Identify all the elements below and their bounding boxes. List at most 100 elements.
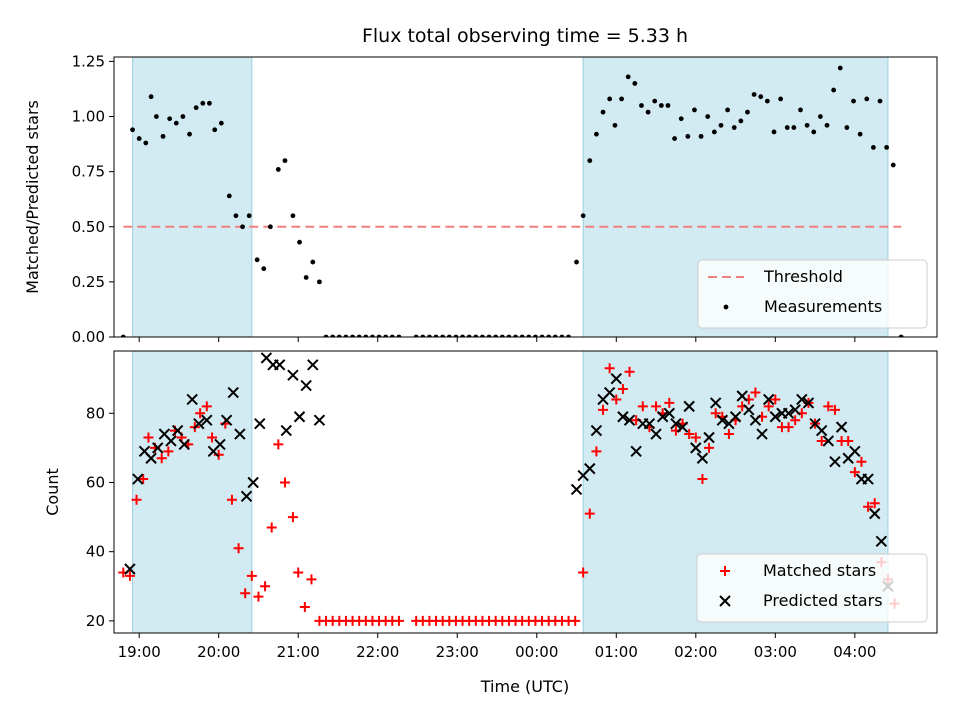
observing-interval-shade [132,56,253,338]
matched-star-point [213,449,224,460]
matched-star-point [651,401,662,412]
measurement-point [120,334,126,337]
measurement-point [193,105,199,111]
top-panel-ratio: 0.00 0.25 0.50 0.75 1.00 1.25 Matched/Predicte… [23,52,938,346]
measurement-point [725,107,731,113]
matched-star-point [226,494,237,505]
measurement-point [864,96,870,102]
predicted-star-point [829,456,841,468]
measurement-point [356,334,362,337]
measurement-point [798,107,803,113]
matched-star-point [637,401,648,412]
measurement-point [310,259,316,265]
predicted-star-point [145,452,157,464]
measurement-point [143,140,149,146]
measurement-point [685,133,691,139]
predicted-star-point [683,400,695,413]
matched-star-point [697,474,708,485]
predicted-star-point [307,359,319,371]
measurement-point [890,162,896,168]
measurement-point [580,213,586,219]
matched-star-point [240,588,251,599]
axes-frame [113,56,938,338]
chart-title: Flux total observing time = 5.33 h [362,25,688,47]
y-tick-label: 1.25 [72,52,105,70]
measurement-point [261,266,267,272]
measurement-point [446,334,452,337]
measurement-point [738,118,744,124]
matched-star-point [816,435,827,446]
axes-frame [113,350,938,634]
legend-predicted-swatch [719,595,731,607]
predicted-star-point [643,417,656,430]
legend-box [697,259,928,329]
y-tick-label: 0.25 [72,273,105,291]
measurement-point [758,94,764,100]
legend-label: Measurements [764,297,882,316]
legend-label: Predicted stars [763,591,883,610]
measurement-point [226,193,232,199]
predicted-star-point [280,424,292,437]
predicted-star-point [656,411,669,423]
x-tick-label: 01:00 [595,643,638,661]
measurement-point [692,107,697,113]
y-axis-label: Count [43,468,62,516]
measurement-point [136,136,142,141]
data-layer [120,65,904,337]
matched-star-point [306,574,317,585]
measurement-point [480,334,485,337]
predicted-star-point [214,438,226,451]
predicted-star-point [234,428,246,440]
predicted-star-point [756,428,768,440]
bottom-panel-counts: 20 40 60 80 19:00 20:00 21:00 22:00 23:00 00:00 01… [43,350,938,661]
matched-star-point [624,366,635,377]
measurement-point [486,334,492,337]
matched-star-point [273,439,284,450]
measurement-point [323,334,329,337]
predicted-star-point [849,445,861,458]
x-tick-label: 23:00 [436,643,479,661]
measurement-point [389,334,395,337]
matched-star-point [279,477,290,488]
measurement-point [672,136,677,141]
predicted-star-point [287,369,299,381]
measurement-point [546,334,552,337]
measurement-point [678,116,684,122]
measurement-point [493,334,499,337]
matched-star-point [591,446,602,457]
measurement-point [420,334,426,337]
measurement-point [350,334,355,337]
observing-interval-shade [132,350,253,634]
y-tick-label: 0.00 [72,328,105,346]
matched-star-point [611,394,622,405]
predicted-star-point [201,414,213,426]
matched-star-point [195,408,206,419]
matched-star-point [770,394,781,405]
measurement-point [275,167,281,172]
measurement-point [705,114,711,119]
predicted-star-point [676,421,689,433]
matched-star-point [843,435,854,446]
measurement-point [837,65,843,71]
measurement-point [167,116,173,122]
measurement-point [711,129,717,135]
measurement-point [619,96,624,102]
measurement-point [240,224,245,230]
measurement-point [460,334,465,337]
measurement-point [413,334,419,337]
measurement-point [898,334,904,337]
measurement-point [718,122,724,128]
y-tick-label: 1.00 [72,108,105,126]
predicted-star-point [590,424,603,437]
measurement-point [336,334,342,337]
measurement-point [884,144,890,150]
measurement-point [870,144,876,150]
matched-star-point [253,591,264,602]
predicted-star-point [796,393,808,406]
measurement-point [396,334,402,337]
measurement-point [148,94,154,100]
matched-star-point [570,615,581,626]
measurement-point [207,100,212,106]
matched-star-point [260,581,271,592]
predicted-star-point [603,386,616,399]
